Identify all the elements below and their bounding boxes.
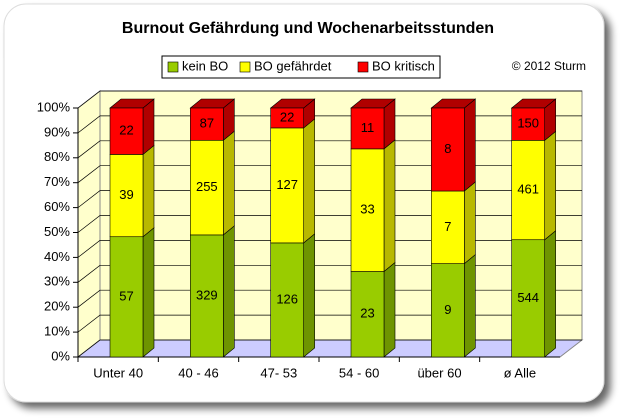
bar <box>511 140 545 241</box>
data-label: 461 <box>517 181 539 196</box>
data-label: 7 <box>444 219 451 234</box>
bar <box>109 107 144 155</box>
grid-line <box>77 115 582 134</box>
grid-line <box>77 240 582 258</box>
legend-label: BO gefährdet <box>254 58 332 73</box>
grid-line <box>77 264 582 283</box>
bar <box>431 263 465 358</box>
bar-side <box>383 139 396 273</box>
grid-line <box>77 90 582 109</box>
grid-line <box>77 314 582 333</box>
bar <box>270 107 304 129</box>
bar <box>511 107 545 141</box>
bar <box>270 242 304 358</box>
bar-side <box>464 253 476 358</box>
legend-swatch <box>239 61 251 73</box>
data-label: 126 <box>276 291 298 306</box>
y-tick-label: 100% <box>37 99 71 114</box>
bar-side <box>142 144 155 238</box>
data-label: 22 <box>119 123 133 138</box>
grid-line <box>77 165 582 183</box>
x-tick-label: 47- 53 <box>260 365 297 380</box>
x-tick-label: ø Alle <box>504 365 537 380</box>
bar <box>350 107 385 150</box>
grid-line <box>77 289 582 308</box>
bar-side <box>142 98 155 156</box>
bar <box>190 234 224 358</box>
bar-side <box>142 227 155 358</box>
bar-side <box>223 225 235 358</box>
bar-side <box>544 230 556 358</box>
data-label: 255 <box>196 179 218 194</box>
grid-line <box>77 190 582 208</box>
bar <box>270 127 304 244</box>
bar-side <box>383 261 396 358</box>
y-tick-label: 50% <box>44 224 70 239</box>
y-tick-label: 80% <box>44 149 70 164</box>
bar <box>190 139 224 236</box>
grid-line <box>77 215 582 233</box>
annotation: © 2012 Sturm <box>512 59 586 73</box>
bar-side <box>464 98 476 192</box>
data-label: 39 <box>119 187 133 202</box>
bar <box>431 107 465 192</box>
y-tick-label: 40% <box>44 249 70 264</box>
legend-label: kein BO <box>182 58 228 73</box>
y-tick-label: 0% <box>51 348 70 363</box>
y-tick-label: 60% <box>44 199 70 214</box>
data-label: 8 <box>444 141 451 156</box>
data-label: 11 <box>361 120 375 135</box>
data-label: 33 <box>360 202 374 217</box>
legend-swatch <box>357 61 369 73</box>
bar <box>511 239 545 358</box>
x-tick-label: über 60 <box>417 365 461 380</box>
grid-line <box>77 339 582 358</box>
data-label: 23 <box>360 306 374 321</box>
legend-label: BO kritisch <box>372 58 435 73</box>
y-tick-label: 30% <box>44 274 70 289</box>
y-tick-label: 20% <box>44 299 70 314</box>
data-label: 57 <box>119 288 133 303</box>
bar-side <box>464 181 476 265</box>
y-tick-label: 90% <box>44 124 70 139</box>
legend <box>161 55 441 79</box>
y-tick-label: 70% <box>44 174 70 189</box>
x-tick-label: 54 - 60 <box>339 365 379 380</box>
data-label: 150 <box>517 116 539 131</box>
bar-side <box>303 233 315 358</box>
bar <box>109 154 144 238</box>
bar <box>431 190 465 264</box>
data-label: 22 <box>280 109 294 124</box>
data-label: 127 <box>276 177 298 192</box>
y-tick-label: 10% <box>44 324 70 339</box>
data-label: 544 <box>517 290 539 305</box>
bar-side <box>223 130 235 236</box>
grid-line <box>77 140 582 159</box>
bar <box>350 271 385 358</box>
data-label: 329 <box>196 287 218 302</box>
bar-side <box>303 118 315 244</box>
legend-swatch <box>167 61 179 73</box>
x-tick-label: 40 - 46 <box>178 365 218 380</box>
x-tick-label: Unter 40 <box>93 365 143 380</box>
bar-side <box>544 130 556 241</box>
bar <box>350 148 385 272</box>
bar <box>190 107 224 141</box>
data-label: 87 <box>200 116 214 131</box>
data-label: 9 <box>444 302 451 317</box>
bar <box>109 236 144 358</box>
chart-title: Burnout Gefährdung und Wochenarbeitsstun… <box>122 20 494 37</box>
